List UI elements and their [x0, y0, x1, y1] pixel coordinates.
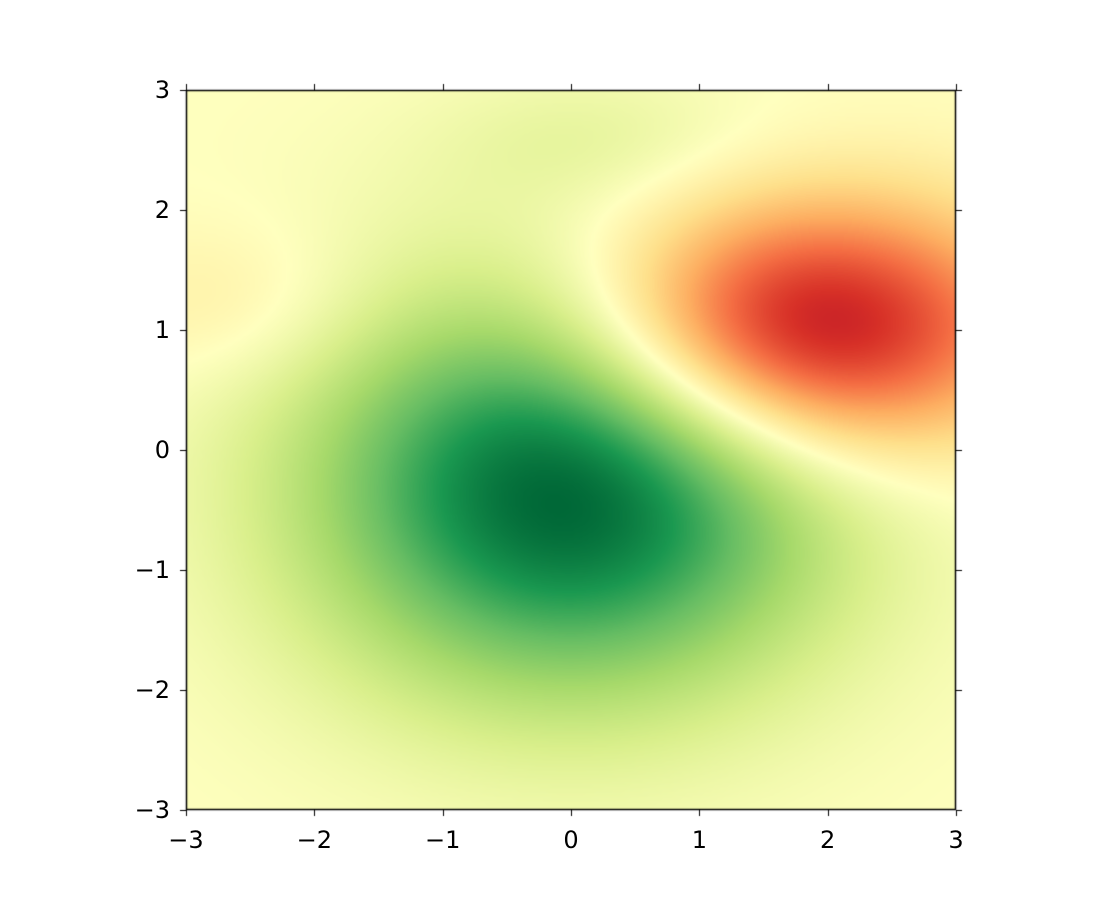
xtick-label: 0	[563, 826, 578, 854]
xtick-label: −1	[425, 826, 460, 854]
ytick-label: −1	[135, 556, 170, 584]
ytick-label: 0	[155, 436, 170, 464]
ytick-label: 2	[155, 196, 170, 224]
xtick-label: 2	[820, 826, 835, 854]
ytick-label: 3	[155, 76, 170, 104]
xtick-label: −3	[168, 826, 203, 854]
figure-container: −3 −2 −1 0 1 2 3 −3 −2 −1 0 1 2 3	[0, 0, 1100, 900]
xtick-label: 3	[948, 826, 963, 854]
ytick-label: −2	[135, 676, 170, 704]
xtick-label: 1	[692, 826, 707, 854]
ytick-label: −3	[135, 796, 170, 824]
xtick-label: −2	[297, 826, 332, 854]
ytick-label: 1	[155, 316, 170, 344]
